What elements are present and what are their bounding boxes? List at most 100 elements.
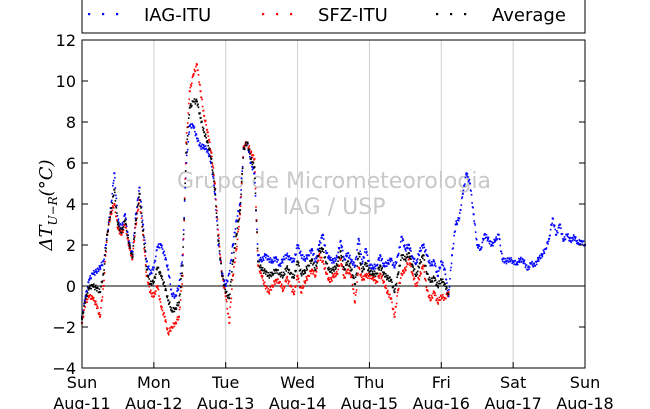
fill-point-1-61-4 <box>302 287 305 289</box>
fill-point-2-21-4 <box>158 273 161 275</box>
fill-point-1-25-4 <box>173 322 175 325</box>
fill-point-2-50-3 <box>262 269 264 272</box>
fill-point-0-97-2 <box>430 261 433 263</box>
fill-point-2-28-6 <box>184 170 187 172</box>
fill-point-1-79-1 <box>365 276 368 279</box>
fill-point-1-3-5 <box>94 301 97 303</box>
fill-point-0-43-5 <box>238 210 240 212</box>
fill-point-2-72-6 <box>342 266 345 268</box>
fill-point-0-133-6 <box>562 238 564 240</box>
fill-point-2-33-3 <box>201 120 203 123</box>
fill-point-1-96-6 <box>429 297 431 299</box>
fill-point-1-67-4 <box>323 267 326 270</box>
fill-point-0-89-1 <box>401 239 404 242</box>
fill-point-0-78-2 <box>362 256 365 258</box>
fill-point-0-76-6 <box>357 242 359 245</box>
fill-point-0-79-1 <box>365 252 368 254</box>
fill-point-2-80-6 <box>371 270 374 273</box>
x-tick-day-2: Tue <box>211 373 239 392</box>
fill-point-0-35-5 <box>209 160 212 163</box>
fill-point-1-52-1 <box>268 292 271 295</box>
fill-point-0-7-3 <box>107 221 110 224</box>
fill-point-2-101-3 <box>445 286 448 288</box>
fill-point-0-124-4 <box>528 266 531 268</box>
fill-point-2-11-2 <box>121 226 124 229</box>
fill-point-0-101-5 <box>446 289 449 292</box>
x-tick-date-1: Aug-12 <box>125 394 182 409</box>
fill-point-0-61-6 <box>303 255 306 258</box>
fill-point-2-69-1 <box>329 271 332 273</box>
x-tick-date-5: Aug-16 <box>413 394 470 409</box>
fill-point-0-127-6 <box>540 253 543 255</box>
point-0-108 <box>469 182 472 185</box>
fill-point-1-78-4 <box>363 278 366 281</box>
fill-point-0-41-2 <box>229 262 232 264</box>
fill-point-1-41-2 <box>229 306 232 308</box>
fill-point-0-26-6 <box>177 288 180 291</box>
fill-point-0-14-3 <box>133 234 135 237</box>
fill-point-0-138-5 <box>579 243 582 245</box>
fill-point-2-81-3 <box>373 270 376 273</box>
fill-point-1-22-4 <box>162 314 164 316</box>
fill-point-2-98-3 <box>434 279 437 281</box>
fill-point-2-52-5 <box>270 275 273 278</box>
point-1-98 <box>433 291 436 294</box>
fill-point-1-30-4 <box>191 82 193 85</box>
fill-point-0-131-3 <box>553 225 556 228</box>
point-0-111 <box>479 248 482 251</box>
fill-point-0-69-4 <box>331 262 333 264</box>
point-0-91 <box>407 244 410 246</box>
fill-point-2-6-6 <box>105 239 108 242</box>
fill-point-0-1-2 <box>85 289 88 292</box>
fill-point-0-36-6 <box>213 190 216 193</box>
fill-point-2-37-6 <box>217 235 219 237</box>
fill-point-2-82-5 <box>378 269 380 271</box>
fill-point-0-103-6 <box>454 230 456 233</box>
fill-point-1-27-5 <box>180 286 183 289</box>
fill-point-0-61-3 <box>301 254 304 256</box>
fill-point-0-9-2 <box>114 187 117 189</box>
fill-point-0-119-4 <box>510 259 513 261</box>
fill-point-0-112-3 <box>485 236 487 239</box>
fill-point-1-3-3 <box>93 300 96 302</box>
fill-point-2-53-4 <box>273 269 276 272</box>
fill-point-1-59-1 <box>293 290 296 293</box>
point-2-9 <box>113 188 116 191</box>
fill-point-2-65-2 <box>315 265 318 268</box>
fill-point-0-109-4 <box>474 231 477 233</box>
fill-point-0-129-4 <box>546 241 549 243</box>
point-2-53 <box>271 272 274 275</box>
fill-point-2-23-4 <box>165 295 168 297</box>
fill-point-0-112-5 <box>486 236 488 239</box>
fill-point-2-12-2 <box>125 223 127 226</box>
fill-point-2-39-1 <box>221 275 224 278</box>
fill-point-0-62-5 <box>306 258 309 260</box>
fill-point-1-76-5 <box>356 274 359 276</box>
fill-point-0-46-5 <box>249 155 251 158</box>
fill-point-1-69-1 <box>329 280 332 283</box>
fill-point-0-139-6 <box>583 245 586 247</box>
fill-point-2-22-6 <box>163 281 165 283</box>
fill-point-0-22-4 <box>162 252 164 255</box>
fill-point-2-96-6 <box>429 279 431 281</box>
fill-point-2-92-2 <box>412 270 415 272</box>
fill-point-0-135-2 <box>567 233 569 235</box>
fill-point-1-79-4 <box>367 277 369 279</box>
fill-point-2-56-5 <box>284 267 287 270</box>
point-1-100 <box>440 295 443 298</box>
fill-point-2-79-6 <box>368 267 370 269</box>
fill-point-0-13-3 <box>129 245 132 247</box>
fill-point-1-26-1 <box>175 321 177 324</box>
fill-point-0-106-3 <box>463 185 466 187</box>
fill-point-0-118-6 <box>508 257 510 259</box>
fill-point-0-74-6 <box>350 261 352 264</box>
point-2-77 <box>357 252 360 255</box>
fill-point-2-63-2 <box>308 264 311 267</box>
fill-point-2-66-1 <box>318 247 321 250</box>
fill-point-2-25-2 <box>172 310 174 313</box>
fill-point-1-27-2 <box>179 306 181 309</box>
fill-point-0-47-3 <box>251 168 254 171</box>
fill-point-0-107-1 <box>466 175 468 177</box>
fill-point-2-85-5 <box>389 276 391 278</box>
fill-point-2-38-3 <box>219 257 221 260</box>
